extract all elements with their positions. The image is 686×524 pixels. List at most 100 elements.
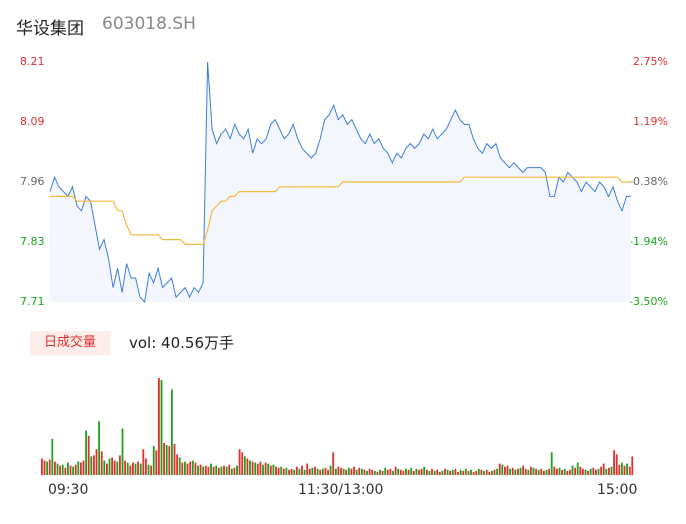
volume-bar bbox=[210, 463, 212, 475]
volume-bar bbox=[350, 468, 353, 475]
volume-bar bbox=[116, 461, 119, 475]
volume-readout: vol: 40.56万手 bbox=[129, 334, 234, 352]
volume-bar bbox=[498, 463, 501, 475]
pct-tick-1: 2.75% bbox=[633, 55, 668, 68]
volume-bar bbox=[626, 463, 629, 475]
volume-bar bbox=[220, 466, 223, 475]
volume-bar bbox=[314, 466, 316, 475]
volume-bar bbox=[438, 471, 441, 475]
volume-bar bbox=[532, 467, 535, 475]
volume-bar bbox=[556, 468, 558, 475]
volume-bar bbox=[345, 469, 348, 475]
volume-bar bbox=[360, 468, 363, 475]
volume-bar bbox=[251, 461, 254, 475]
volume-bar bbox=[332, 452, 335, 475]
volume-bar bbox=[223, 465, 225, 475]
average-price-line bbox=[50, 176, 631, 245]
volume-bar bbox=[189, 461, 192, 475]
volume-bar bbox=[407, 469, 410, 475]
volume-bar bbox=[501, 464, 504, 475]
volume-bar bbox=[600, 466, 603, 475]
volume-bar bbox=[103, 460, 106, 475]
volume-bar bbox=[535, 468, 538, 475]
volume-bar bbox=[280, 466, 283, 475]
volume-bar bbox=[631, 456, 634, 475]
volume-bar bbox=[415, 468, 418, 475]
volume-bar bbox=[550, 452, 553, 475]
volume-bar bbox=[298, 468, 301, 475]
volume-bar bbox=[256, 463, 259, 475]
volume-bar bbox=[454, 468, 457, 475]
volume-bar bbox=[132, 462, 134, 475]
time-label-close: 15:00 bbox=[597, 482, 638, 498]
volume-bar bbox=[80, 462, 82, 475]
volume-bar bbox=[295, 466, 298, 475]
volume-bar bbox=[553, 466, 556, 475]
stock-name: 华设集团 bbox=[16, 19, 84, 39]
volume-bar bbox=[582, 468, 584, 475]
volume-tab[interactable]: 日成交量 bbox=[30, 331, 110, 355]
volume-bar bbox=[319, 469, 322, 475]
volume-bar bbox=[340, 467, 342, 475]
volume-bar bbox=[259, 461, 262, 475]
volume-bar bbox=[306, 463, 309, 475]
volume-bar bbox=[537, 469, 540, 475]
volume-bar bbox=[184, 461, 186, 475]
volume-bar bbox=[444, 468, 446, 475]
volume-bar bbox=[496, 468, 499, 475]
stock-code: 603018.SH bbox=[102, 14, 196, 34]
volume-bar bbox=[410, 467, 413, 475]
volume-bar bbox=[54, 461, 56, 475]
volume-bar bbox=[51, 438, 54, 475]
volume-bar bbox=[158, 378, 160, 475]
volume-bar bbox=[272, 464, 275, 475]
volume-bar bbox=[64, 467, 67, 475]
volume-bar bbox=[579, 466, 582, 475]
price-tick-5: 7.71 bbox=[20, 295, 45, 308]
volume-bar bbox=[358, 467, 361, 475]
volume-bar bbox=[405, 468, 407, 475]
volume-bar bbox=[628, 466, 631, 475]
volume-bar bbox=[178, 457, 181, 475]
volume-bar bbox=[72, 466, 75, 475]
volume-bar bbox=[321, 468, 324, 475]
price-tick-3: 7.96 bbox=[20, 175, 45, 188]
volume-bar bbox=[142, 449, 145, 475]
volume-bar bbox=[488, 471, 491, 475]
volume-bar bbox=[618, 464, 621, 475]
volume-bar bbox=[509, 468, 512, 475]
volume-bar bbox=[204, 465, 207, 475]
volume-bar bbox=[608, 467, 610, 475]
volume-bar bbox=[371, 469, 374, 475]
volume-bar bbox=[67, 462, 69, 475]
volume-bar bbox=[470, 469, 472, 475]
volume-bar bbox=[493, 469, 496, 475]
volume-bar bbox=[171, 389, 173, 475]
volume-bar bbox=[355, 469, 358, 475]
volume-bar bbox=[199, 464, 202, 475]
volume-bar bbox=[87, 435, 90, 475]
volume-bar bbox=[464, 468, 467, 475]
volume-bar bbox=[379, 469, 381, 475]
volume-bar bbox=[243, 456, 246, 475]
volume-bar bbox=[621, 462, 623, 475]
volume-bar bbox=[402, 470, 405, 475]
volume-bar bbox=[597, 468, 600, 475]
volume-bar bbox=[363, 469, 366, 475]
volume-bar bbox=[288, 469, 290, 475]
volume-bar bbox=[95, 449, 98, 475]
volume-bar bbox=[69, 465, 72, 475]
volume-bar bbox=[285, 467, 288, 475]
volume-bar bbox=[108, 458, 111, 475]
volume-bar bbox=[545, 469, 548, 475]
volume-bar bbox=[77, 461, 80, 475]
volume-bar bbox=[392, 470, 394, 475]
volume-bar bbox=[327, 469, 329, 475]
pct-tick-4: -1.94% bbox=[629, 235, 668, 248]
volume-bar bbox=[56, 463, 59, 475]
volume-bar bbox=[238, 449, 241, 475]
volume-bar bbox=[275, 466, 277, 475]
volume-bar bbox=[543, 470, 545, 475]
volume-bar bbox=[605, 468, 608, 475]
